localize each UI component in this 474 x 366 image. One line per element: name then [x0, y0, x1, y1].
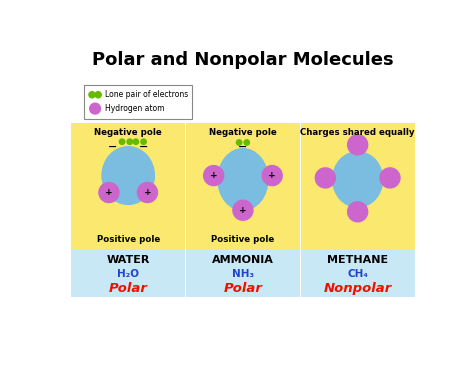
Text: Polar and Nonpolar Molecules: Polar and Nonpolar Molecules	[92, 51, 394, 69]
Circle shape	[95, 92, 101, 98]
Text: −: −	[108, 142, 118, 152]
Text: WATER: WATER	[107, 255, 150, 265]
FancyBboxPatch shape	[71, 249, 185, 297]
Text: +: +	[210, 171, 218, 180]
Text: Nonpolar: Nonpolar	[324, 281, 392, 295]
Text: +: +	[268, 171, 276, 180]
Circle shape	[137, 183, 157, 202]
Text: −: −	[139, 142, 148, 152]
Circle shape	[237, 140, 242, 145]
Text: +: +	[105, 188, 113, 197]
Circle shape	[347, 202, 368, 222]
Text: Charges shared equally: Charges shared equally	[301, 128, 415, 137]
Circle shape	[141, 139, 146, 145]
Text: Negative pole: Negative pole	[94, 128, 162, 137]
Circle shape	[99, 183, 119, 202]
Text: AMMONIA: AMMONIA	[212, 255, 274, 265]
FancyBboxPatch shape	[71, 123, 185, 249]
FancyBboxPatch shape	[301, 123, 415, 249]
Ellipse shape	[218, 149, 268, 210]
Text: NH₃: NH₃	[232, 269, 254, 279]
Text: Positive pole: Positive pole	[97, 235, 160, 244]
Text: +: +	[239, 206, 247, 215]
Circle shape	[380, 168, 400, 188]
Circle shape	[233, 200, 253, 220]
Circle shape	[347, 135, 368, 155]
Text: H₂O: H₂O	[117, 269, 139, 279]
Text: +: +	[144, 188, 151, 197]
FancyBboxPatch shape	[301, 249, 415, 297]
Text: Lone pair of electrons: Lone pair of electrons	[105, 90, 188, 99]
Text: Negative pole: Negative pole	[209, 128, 277, 137]
Circle shape	[119, 139, 125, 145]
FancyBboxPatch shape	[186, 249, 300, 297]
Circle shape	[89, 92, 95, 98]
Text: CH₄: CH₄	[347, 269, 368, 279]
Text: Polar: Polar	[109, 281, 147, 295]
Ellipse shape	[333, 152, 383, 207]
Ellipse shape	[102, 147, 155, 205]
FancyBboxPatch shape	[84, 85, 192, 119]
Text: Polar: Polar	[223, 281, 263, 295]
FancyBboxPatch shape	[186, 123, 300, 249]
Circle shape	[133, 139, 138, 145]
Text: Hydrogen atom: Hydrogen atom	[105, 104, 164, 113]
Circle shape	[244, 140, 249, 145]
Circle shape	[262, 165, 282, 186]
Circle shape	[90, 103, 100, 114]
Circle shape	[315, 168, 335, 188]
Circle shape	[127, 139, 132, 145]
Text: METHANE: METHANE	[327, 255, 388, 265]
Text: Positive pole: Positive pole	[211, 235, 274, 244]
Circle shape	[204, 165, 224, 186]
Text: −: −	[238, 142, 247, 152]
